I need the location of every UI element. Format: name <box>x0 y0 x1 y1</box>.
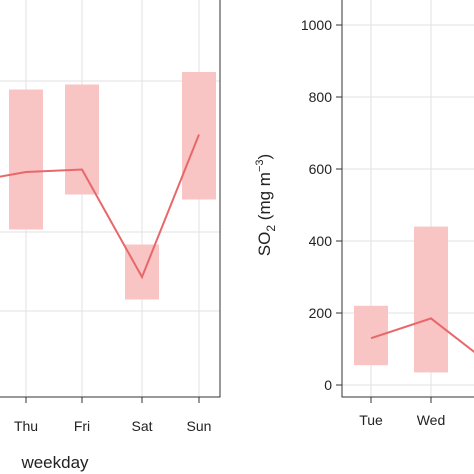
right-y-axis-title: SO2 (mg m−3) <box>254 154 278 256</box>
right-y-tick-label-0: 0 <box>324 377 332 393</box>
left-x-tick-label-thu: Thu <box>14 418 38 434</box>
left-chart-panel: Thu Fri Sat Sun weekday <box>0 0 221 472</box>
right-y-tick-label-200: 200 <box>309 305 333 321</box>
left-x-tick-label-fri: Fri <box>74 418 90 434</box>
right-y-tick-label-1000: 1000 <box>301 17 332 33</box>
left-x-axis-title: weekday <box>20 453 89 472</box>
left-range-band-sat <box>125 244 159 300</box>
right-y-tick-label-600: 600 <box>309 161 333 177</box>
right-chart-panel: 0 200 400 600 800 1000 Tue Wed SO2 (mg m−3) <box>254 0 474 428</box>
right-range-band-wed <box>414 226 448 373</box>
left-range-band-fri <box>65 84 99 195</box>
right-plot-frame <box>341 0 474 398</box>
left-x-tick-label-sat: Sat <box>131 418 152 434</box>
left-plot-frame <box>0 0 221 398</box>
left-x-tick-label-sun: Sun <box>187 418 212 434</box>
right-x-tick-label-tue: Tue <box>359 412 383 428</box>
right-y-tick-label-400: 400 <box>309 233 333 249</box>
right-y-tick-label-800: 800 <box>309 89 333 105</box>
right-x-tick-label-wed: Wed <box>417 412 446 428</box>
right-range-band-tue <box>354 305 388 366</box>
left-range-band-thu <box>9 89 43 230</box>
